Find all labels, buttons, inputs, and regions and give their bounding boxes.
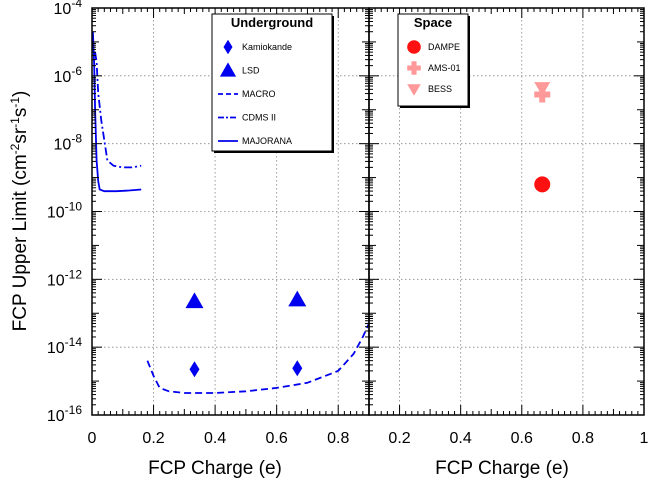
series-line	[92, 31, 142, 193]
legend-title: Space	[414, 15, 452, 30]
plot-frames	[91, 7, 645, 416]
legend-label: DAMPE	[428, 42, 460, 52]
series-macro	[146, 323, 369, 394]
tick-labels: 10-4 10-6 10-8 10-10 10-12 10-14 10-16 0 0.2 0.4 0…	[47, 0, 649, 447]
marker-triangle-down	[534, 82, 551, 96]
series-layer	[92, 31, 551, 394]
x-tick-label: 0.8	[327, 430, 349, 447]
legend-box	[397, 13, 469, 107]
marker-triangle-up	[219, 62, 237, 77]
series-line	[146, 323, 369, 394]
marker-circle	[534, 176, 551, 193]
x-axis-label-right: FCP Charge (e)	[435, 458, 569, 479]
x-tick-label: 0.4	[204, 430, 226, 447]
y-tick-label: 10-12	[47, 267, 82, 289]
series-bess	[534, 82, 551, 96]
series-kamiokande	[189, 360, 303, 378]
y-tick-label: 10-4	[54, 0, 83, 18]
x-tick-label: 1	[640, 430, 649, 447]
legend-label: MACRO	[242, 89, 276, 99]
x-tick-label: 0.6	[511, 430, 533, 447]
y-axis-label: FCP Upper Limit (cm-2sr-1s-1)	[8, 91, 31, 332]
legend-label: BESS	[428, 84, 452, 94]
legend-label: CDMS II	[242, 113, 276, 123]
series-line	[94, 51, 142, 169]
y-tick-label: 10-6	[54, 64, 83, 86]
legend-underground: Underground Kamiokande LSD MACRO CDMS II MAJO…	[211, 13, 334, 153]
legend-label: MAJORANA	[242, 136, 292, 146]
legend-label: LSD	[242, 66, 260, 76]
y-tick-label: 10-16	[47, 403, 82, 425]
marker-cross	[407, 61, 421, 75]
y-tick-label: 10-10	[47, 200, 82, 222]
y-tick-label: 10-8	[54, 132, 83, 154]
legend-label: AMS-01	[428, 63, 461, 73]
series-cdms-ii	[94, 51, 142, 169]
legend-label: Kamiokande	[242, 42, 292, 52]
marker-triangle-down	[407, 84, 421, 96]
marker-diamond	[292, 360, 303, 377]
marker-diamond	[223, 39, 233, 55]
grid-lines	[92, 8, 644, 415]
legend-space: Space DAMPE AMS-01 BESS	[397, 13, 470, 108]
marker-triangle-up	[288, 290, 307, 307]
series-lsd	[185, 290, 307, 309]
marker-triangle-up	[185, 292, 204, 309]
series-majorana	[92, 31, 142, 193]
legends: Underground Kamiokande LSD MACRO CDMS II MAJO…	[211, 13, 470, 153]
x-tick-label: 0.4	[450, 430, 472, 447]
legend-box	[211, 13, 333, 152]
marker-diamond	[189, 361, 200, 378]
x-tick-label: 0.2	[142, 430, 164, 447]
y-tick-label: 10-14	[47, 335, 82, 357]
marker-circle	[407, 40, 421, 54]
x-tick-label: 0.6	[266, 430, 288, 447]
series-dampe	[534, 176, 551, 193]
x-tick-label: 0.8	[572, 430, 594, 447]
legend-title: Underground	[231, 15, 313, 30]
x-tick-label: 0	[88, 430, 97, 447]
x-tick-label: 0.2	[388, 430, 410, 447]
x-axis-label-left: FCP Charge (e)	[148, 458, 282, 479]
